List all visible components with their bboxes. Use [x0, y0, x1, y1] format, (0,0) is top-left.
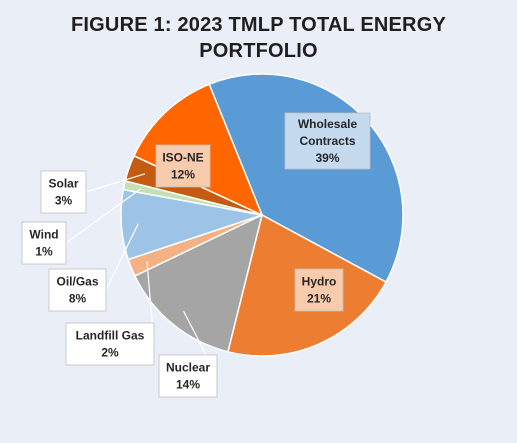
- data-label-box: [155, 144, 211, 188]
- data-label-iso-ne: ISO-NE 12%: [155, 144, 211, 188]
- data-label-solar: Solar 3%: [40, 170, 87, 214]
- data-label-value: 8%: [69, 292, 87, 306]
- data-label-category: Contracts: [299, 134, 355, 148]
- leader-line-oil-gas: [105, 223, 139, 291]
- data-label-box: [284, 112, 371, 170]
- data-label-value: 3%: [55, 194, 73, 208]
- data-label-value: 14%: [176, 378, 200, 392]
- data-label-landfill-gas: Landfill Gas 2%: [65, 322, 155, 366]
- data-label-category: Wind: [29, 228, 58, 242]
- data-label-category: Wholesale: [298, 117, 358, 131]
- data-label-wholesale-contracts: Wholesale Contracts 39%: [284, 112, 371, 170]
- data-label-category: Hydro: [302, 275, 337, 289]
- chart-title-line-2: PORTFOLIO: [199, 40, 318, 62]
- pie-slice-nuclear: [133, 213, 264, 353]
- data-label-value: 2%: [101, 346, 119, 360]
- data-label-category: Solar: [48, 177, 78, 191]
- data-labels: Wholesale Contracts 39% Hydro 21% Nuclear 14% L…: [21, 112, 371, 398]
- data-label-box: [48, 268, 107, 312]
- data-label-box: [40, 170, 87, 214]
- data-label-value: 39%: [315, 151, 339, 165]
- data-label-box: [21, 221, 67, 265]
- chart-title-line-1: FIGURE 1: 2023 TMLP TOTAL ENERGY: [71, 14, 446, 36]
- leader-line-solar: [85, 173, 146, 193]
- data-label-category: ISO-NE: [162, 151, 203, 165]
- data-label-nuclear: Nuclear 14%: [158, 354, 218, 398]
- data-label-value: 12%: [171, 168, 195, 182]
- data-label-value: 21%: [307, 292, 331, 306]
- data-label-box: [158, 354, 218, 398]
- data-label-box: [294, 268, 344, 312]
- data-label-category: Landfill Gas: [76, 329, 145, 343]
- data-label-category: Oil/Gas: [56, 275, 98, 289]
- data-label-oil-gas: Oil/Gas 8%: [48, 268, 107, 312]
- data-label-value: 1%: [35, 245, 53, 259]
- chart-title: FIGURE 1: 2023 TMLP TOTAL ENERGY PORTFOL…: [0, 12, 517, 64]
- data-label-category: Nuclear: [166, 361, 210, 375]
- data-label-wind: Wind 1%: [21, 221, 67, 265]
- leader-line-wind: [65, 188, 142, 244]
- data-label-hydro: Hydro 21%: [294, 268, 344, 312]
- data-label-box: [65, 322, 155, 366]
